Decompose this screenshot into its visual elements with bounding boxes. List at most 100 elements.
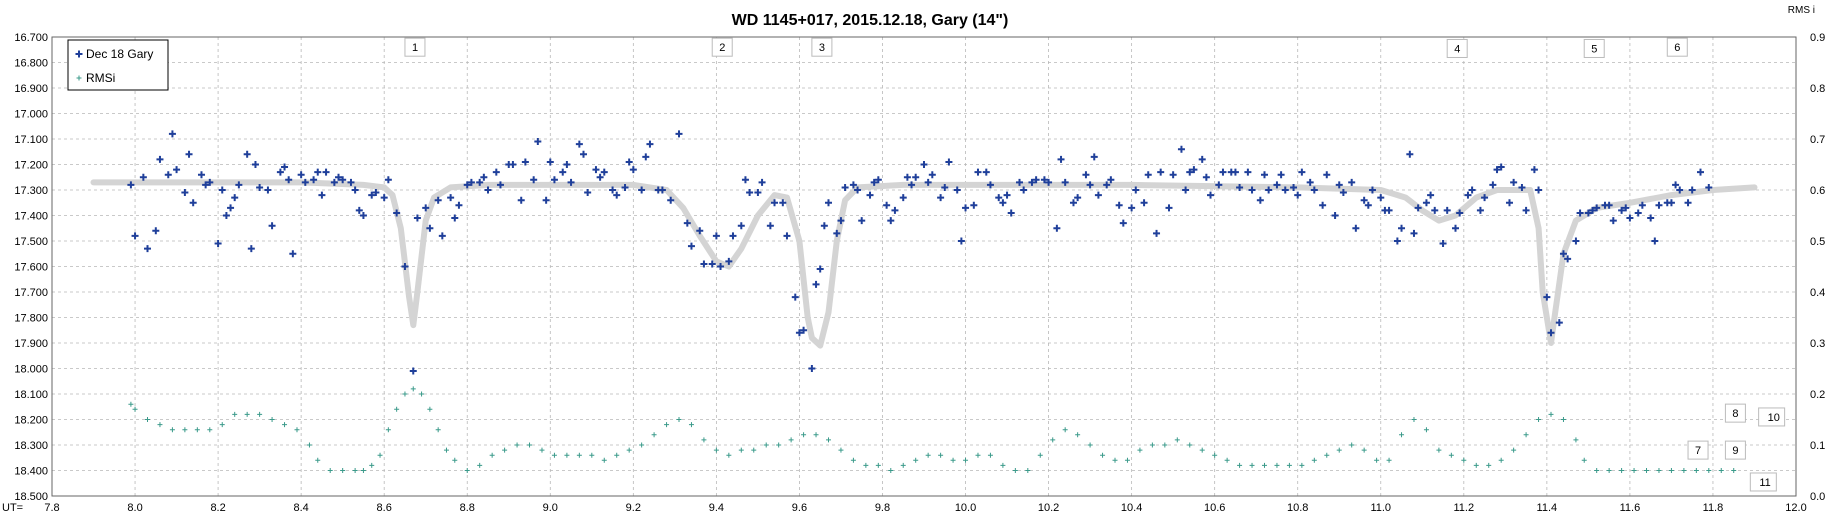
magnitude-point (463, 181, 471, 189)
magnitude-point (1543, 293, 1551, 301)
magnitude-point (1593, 204, 1601, 212)
magnitude-series (127, 130, 1713, 375)
magnitude-point (1290, 183, 1298, 191)
magnitude-point (1086, 181, 1094, 189)
magnitude-point (783, 232, 791, 240)
annotation-label: 3 (819, 42, 825, 54)
rms-point (664, 422, 670, 428)
rms-point (1594, 468, 1600, 473)
magnitude-point (1609, 217, 1617, 225)
rms-point (1311, 457, 1317, 463)
magnitude-point (1393, 237, 1401, 245)
rms-point (419, 391, 425, 397)
annotation-label: 4 (1454, 43, 1460, 55)
magnitude-point (330, 178, 338, 186)
magnitude-point (281, 163, 289, 171)
rms-point (282, 422, 288, 428)
x-tick-label: 7.8 (44, 502, 59, 514)
magnitude-point (1505, 199, 1513, 207)
magnitude-point (152, 227, 160, 235)
left-tick-label: 17.200 (14, 160, 48, 172)
left-tick-label: 17.700 (14, 287, 48, 299)
magnitude-point (509, 161, 517, 168)
magnitude-point (700, 260, 708, 268)
rms-point (132, 406, 138, 412)
magnitude-point (1535, 186, 1543, 194)
magnitude-point (613, 191, 621, 199)
magnitude-point (1032, 176, 1040, 184)
magnitude-point (276, 168, 284, 176)
x-tick-label: 9.2 (626, 502, 641, 514)
magnitude-point (289, 250, 297, 258)
magnitude-point (1074, 194, 1082, 202)
magnitude-point (1385, 206, 1393, 214)
rms-point (938, 452, 944, 458)
rms-point (452, 457, 458, 463)
magnitude-point (600, 168, 608, 176)
magnitude-point (1443, 206, 1451, 214)
magnitude-point (264, 186, 272, 194)
rms-point (352, 468, 358, 473)
rms-point (564, 452, 570, 458)
magnitude-point (1273, 181, 1281, 189)
magnitude-point (1364, 201, 1372, 209)
annotation-box (1724, 403, 1746, 423)
magnitude-point (1061, 178, 1069, 186)
rms-point (1511, 447, 1517, 453)
rms-point (726, 452, 732, 458)
magnitude-point (1082, 171, 1090, 179)
magnitude-point (1198, 155, 1206, 163)
rms-point (269, 417, 275, 422)
left-tick-label: 17.900 (14, 338, 48, 350)
magnitude-point (1493, 166, 1501, 174)
magnitude-point (858, 217, 866, 225)
plot-frame (51, 36, 1797, 497)
magnitude-point (1310, 186, 1318, 194)
annotation-4: 4 (1446, 38, 1468, 58)
legend-rms-point (76, 75, 82, 81)
magnitude-point (1634, 209, 1642, 217)
right-tick-label: 0.3 (1810, 338, 1825, 350)
magnitude-point (214, 240, 222, 248)
right-axis-ticks: 0.0 0.1 0.2 0.3 0.4 0.5 0.6 0.7 0.8 0.9 (1810, 32, 1825, 503)
rms-point (1399, 432, 1405, 438)
annotation-1: 1 (404, 37, 426, 57)
magnitude-point (401, 263, 409, 270)
magnitude-point (1177, 145, 1185, 153)
annotation-box (1724, 440, 1746, 460)
magnitude-point (1555, 319, 1563, 327)
magnitude-point (1684, 199, 1692, 207)
rms-point (232, 411, 238, 417)
magnitude-point (185, 150, 193, 158)
right-tick-label: 0.8 (1810, 83, 1825, 95)
magnitude-point (1132, 186, 1140, 194)
magnitude-point (434, 196, 442, 204)
magnitude-point (912, 173, 920, 181)
left-tick-label: 18.300 (14, 440, 48, 452)
x-tick-label: 10.2 (1038, 502, 1059, 514)
magnitude-point (1140, 199, 1148, 207)
magnitude-point (1572, 237, 1580, 245)
rms-series (128, 386, 1737, 473)
magnitude-point (667, 196, 675, 204)
magnitude-point (351, 186, 359, 194)
rms-point (1336, 447, 1342, 453)
magnitude-point (1398, 224, 1406, 232)
annotation-2: 2 (711, 37, 733, 57)
magnitude-point (1427, 191, 1435, 199)
x-tick-label: 9.4 (709, 502, 724, 514)
annotation-box (1749, 472, 1777, 492)
rms-point (1237, 462, 1243, 468)
rms-point (219, 422, 225, 428)
rms-point (1050, 437, 1056, 443)
annotation-9: 9 (1724, 440, 1746, 460)
rms-point (1324, 452, 1330, 458)
x-tick-label: 11.6 (1620, 502, 1641, 514)
rms-point (788, 437, 794, 443)
magnitude-point (1452, 224, 1459, 232)
left-tick-label: 17.100 (14, 134, 48, 146)
rms-point (1124, 457, 1130, 463)
magnitude-point (1236, 183, 1244, 191)
rms-point (1112, 457, 1118, 463)
x-tick-label: 10.8 (1287, 502, 1308, 514)
